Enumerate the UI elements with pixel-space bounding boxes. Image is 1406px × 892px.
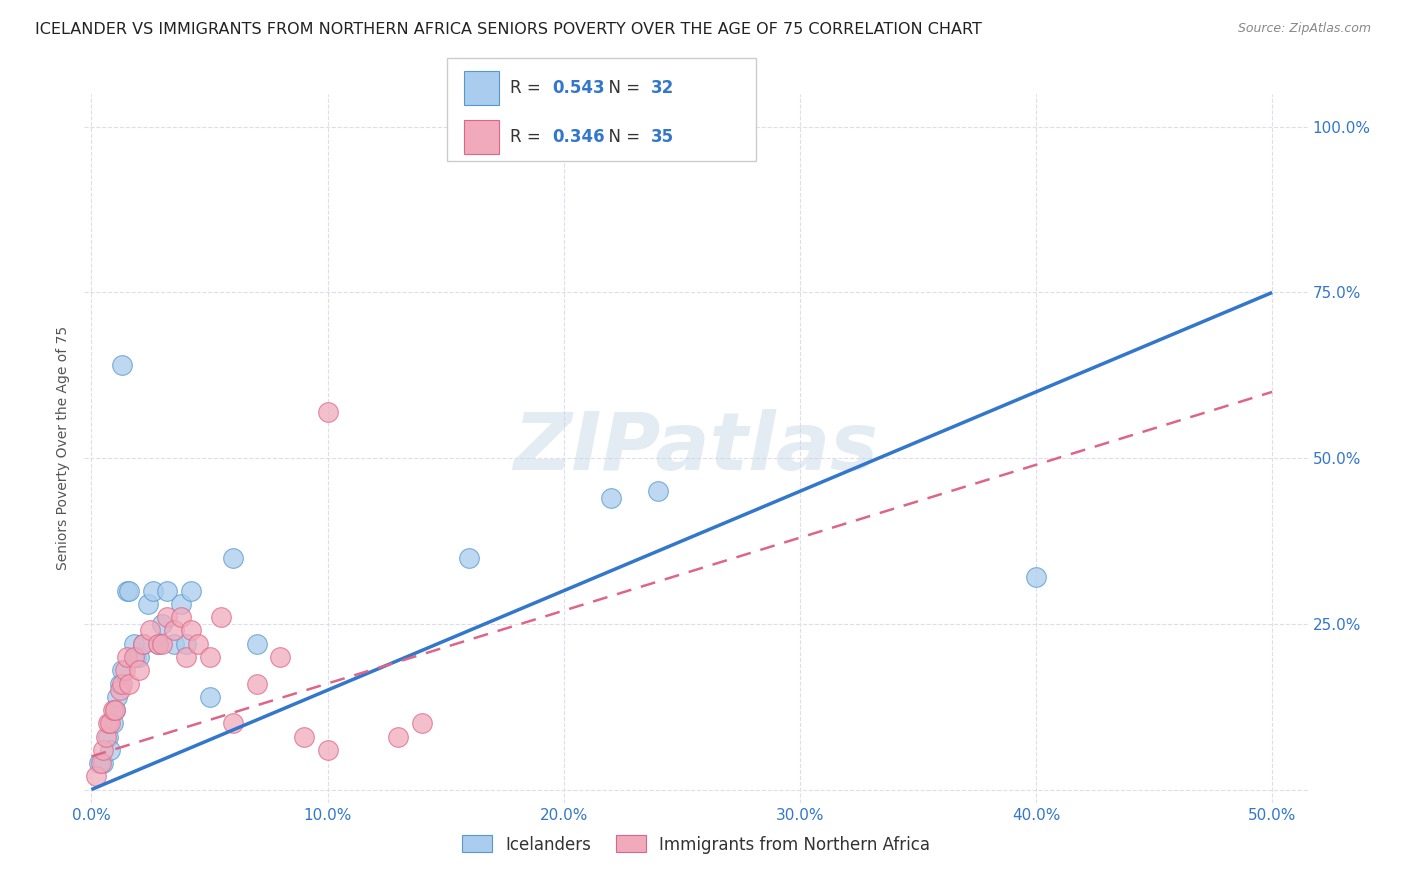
Point [139, 624, 162, 638]
Text: Source: ZipAtlas.com: Source: ZipAtlas.com [1237, 22, 1371, 36]
Point [125, 650, 148, 665]
Point [94, 730, 117, 744]
Point [187, 637, 209, 651]
Text: 35: 35 [651, 128, 673, 146]
Text: 0.346: 0.346 [553, 128, 605, 146]
Point [122, 650, 145, 665]
Point [118, 583, 141, 598]
Point [132, 637, 155, 651]
Point [97, 730, 120, 744]
Point [246, 637, 269, 651]
Point [647, 484, 669, 499]
Point [132, 637, 155, 651]
Point [108, 676, 131, 690]
Point [84, 769, 107, 783]
Point [150, 637, 173, 651]
Point [111, 676, 134, 690]
Point [87, 756, 110, 770]
Point [269, 650, 291, 665]
Point [115, 583, 138, 598]
Point [101, 716, 124, 731]
Point [114, 663, 136, 677]
Point [128, 650, 150, 665]
Point [122, 637, 145, 651]
Point [1025, 570, 1047, 584]
Point [170, 610, 193, 624]
Point [98, 743, 121, 757]
Point [115, 650, 138, 665]
Point [174, 637, 197, 651]
Point [411, 716, 433, 731]
Point [128, 663, 150, 677]
Point [170, 597, 193, 611]
Point [198, 690, 221, 704]
Point [97, 716, 120, 731]
Point [146, 637, 169, 651]
Point [163, 637, 186, 651]
Point [316, 743, 339, 757]
Point [107, 690, 129, 704]
Point [222, 716, 245, 731]
Point [118, 676, 141, 690]
Point [163, 624, 186, 638]
Point [150, 616, 173, 631]
Point [156, 583, 179, 598]
Point [316, 405, 339, 419]
Point [246, 676, 269, 690]
Point [600, 491, 623, 505]
Legend: Icelanders, Immigrants from Northern Africa: Icelanders, Immigrants from Northern Afr… [453, 827, 939, 862]
Point [91, 743, 114, 757]
Point [108, 683, 131, 698]
Y-axis label: Seniors Poverty Over the Age of 75: Seniors Poverty Over the Age of 75 [56, 326, 70, 570]
Text: ICELANDER VS IMMIGRANTS FROM NORTHERN AFRICA SENIORS POVERTY OVER THE AGE OF 75 : ICELANDER VS IMMIGRANTS FROM NORTHERN AF… [35, 22, 981, 37]
Text: 32: 32 [651, 79, 675, 97]
Point [98, 716, 121, 731]
Point [209, 610, 232, 624]
Text: N =: N = [598, 128, 645, 146]
Point [136, 597, 159, 611]
Point [174, 650, 197, 665]
Text: ZIPatlas: ZIPatlas [513, 409, 879, 487]
Point [111, 663, 134, 677]
Point [156, 610, 179, 624]
Text: R =: R = [510, 128, 547, 146]
Point [222, 550, 245, 565]
Point [387, 730, 409, 744]
Point [90, 756, 112, 770]
Point [180, 583, 202, 598]
Point [111, 359, 134, 373]
Text: N =: N = [598, 79, 645, 97]
Point [180, 624, 202, 638]
Point [142, 583, 165, 598]
Point [146, 637, 169, 651]
Point [104, 703, 127, 717]
Point [458, 550, 481, 565]
Text: R =: R = [510, 79, 547, 97]
Point [198, 650, 221, 665]
Point [292, 730, 315, 744]
Point [101, 703, 124, 717]
Text: 0.543: 0.543 [553, 79, 605, 97]
Point [104, 703, 127, 717]
Point [91, 756, 114, 770]
